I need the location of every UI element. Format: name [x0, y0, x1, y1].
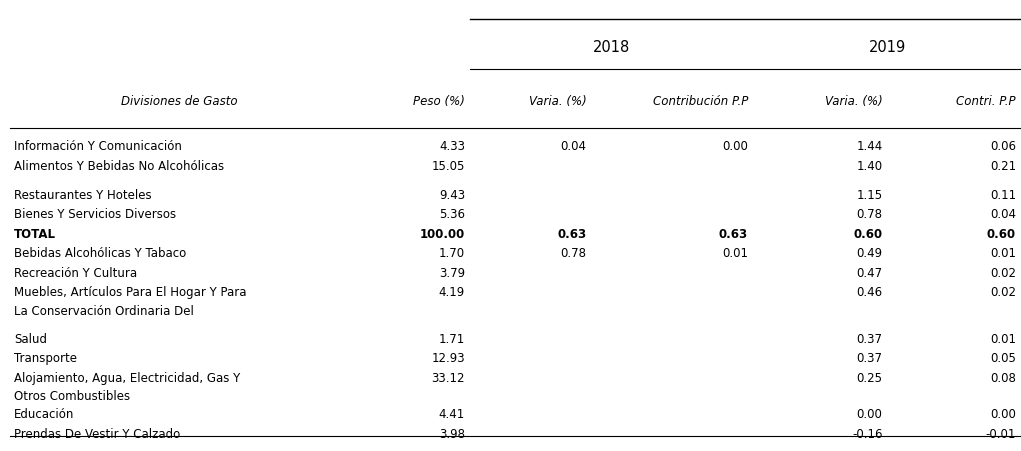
Text: 0.01: 0.01: [990, 332, 1016, 345]
Text: 0.00: 0.00: [857, 407, 882, 420]
Text: Muebles, Artículos Para El Hogar Y Para: Muebles, Artículos Para El Hogar Y Para: [14, 285, 247, 299]
Text: Bienes Y Servicios Diversos: Bienes Y Servicios Diversos: [14, 208, 177, 221]
Text: 0.00: 0.00: [990, 407, 1016, 420]
Text: 0.63: 0.63: [557, 227, 586, 240]
Text: 1.70: 1.70: [439, 247, 465, 260]
Text: Prendas De Vestir Y Calzado: Prendas De Vestir Y Calzado: [14, 427, 181, 440]
Text: 0.21: 0.21: [989, 159, 1016, 172]
Text: 0.02: 0.02: [990, 285, 1016, 299]
Text: 0.78: 0.78: [857, 208, 882, 221]
Text: 0.01: 0.01: [722, 247, 748, 260]
Text: 0.60: 0.60: [854, 227, 882, 240]
Text: 1.44: 1.44: [857, 140, 882, 153]
Text: 0.25: 0.25: [857, 371, 882, 384]
Text: 1.40: 1.40: [857, 159, 882, 172]
Text: 0.01: 0.01: [990, 247, 1016, 260]
Text: 9.43: 9.43: [439, 189, 465, 202]
Text: 33.12: 33.12: [432, 371, 465, 384]
Text: 0.37: 0.37: [857, 332, 882, 345]
Text: 0.47: 0.47: [857, 266, 882, 279]
Text: Otros Combustibles: Otros Combustibles: [14, 389, 131, 402]
Text: Transporte: Transporte: [14, 351, 78, 364]
Text: 1.71: 1.71: [439, 332, 465, 345]
Text: Recreación Y Cultura: Recreación Y Cultura: [14, 266, 138, 279]
Text: 4.33: 4.33: [439, 140, 465, 153]
Text: 0.46: 0.46: [857, 285, 882, 299]
Text: 2019: 2019: [869, 40, 906, 55]
Text: Contribución P.P: Contribución P.P: [652, 95, 748, 108]
Text: 0.63: 0.63: [719, 227, 748, 240]
Text: Educación: Educación: [14, 407, 75, 420]
Text: Divisiones de Gasto: Divisiones de Gasto: [121, 95, 238, 108]
Text: Alojamiento, Agua, Electricidad, Gas Y: Alojamiento, Agua, Electricidad, Gas Y: [14, 371, 241, 384]
Text: 15.05: 15.05: [432, 159, 465, 172]
Text: 2018: 2018: [593, 40, 630, 55]
Text: Bebidas Alcohólicas Y Tabaco: Bebidas Alcohólicas Y Tabaco: [14, 247, 187, 260]
Text: Alimentos Y Bebidas No Alcohólicas: Alimentos Y Bebidas No Alcohólicas: [14, 159, 225, 172]
Text: 12.93: 12.93: [432, 351, 465, 364]
Text: Información Y Comunicación: Información Y Comunicación: [14, 140, 182, 153]
Text: 0.02: 0.02: [990, 266, 1016, 279]
Text: 3.79: 3.79: [439, 266, 465, 279]
Text: Contri. P.P: Contri. P.P: [957, 95, 1016, 108]
Text: 0.49: 0.49: [857, 247, 882, 260]
Text: 1.15: 1.15: [857, 189, 882, 202]
Text: 0.60: 0.60: [987, 227, 1016, 240]
Text: 0.37: 0.37: [857, 351, 882, 364]
Text: 5.36: 5.36: [439, 208, 465, 221]
Text: 0.11: 0.11: [989, 189, 1016, 202]
Text: 4.41: 4.41: [439, 407, 465, 420]
Text: La Conservación Ordinaria Del: La Conservación Ordinaria Del: [14, 304, 194, 317]
Text: 0.00: 0.00: [722, 140, 748, 153]
Text: Restaurantes Y Hoteles: Restaurantes Y Hoteles: [14, 189, 152, 202]
Text: -0.01: -0.01: [985, 427, 1016, 440]
Text: Varia. (%): Varia. (%): [825, 95, 882, 108]
Text: -0.16: -0.16: [852, 427, 882, 440]
Text: 0.78: 0.78: [561, 247, 586, 260]
Text: Varia. (%): Varia. (%): [529, 95, 586, 108]
Text: 100.00: 100.00: [420, 227, 465, 240]
Text: Peso (%): Peso (%): [414, 95, 465, 108]
Text: 3.98: 3.98: [439, 427, 465, 440]
Text: TOTAL: TOTAL: [14, 227, 56, 240]
Text: 0.05: 0.05: [990, 351, 1016, 364]
Text: 0.04: 0.04: [561, 140, 586, 153]
Text: 0.06: 0.06: [990, 140, 1016, 153]
Text: 0.08: 0.08: [990, 371, 1016, 384]
Text: 4.19: 4.19: [439, 285, 465, 299]
Text: Salud: Salud: [14, 332, 47, 345]
Text: 0.04: 0.04: [990, 208, 1016, 221]
